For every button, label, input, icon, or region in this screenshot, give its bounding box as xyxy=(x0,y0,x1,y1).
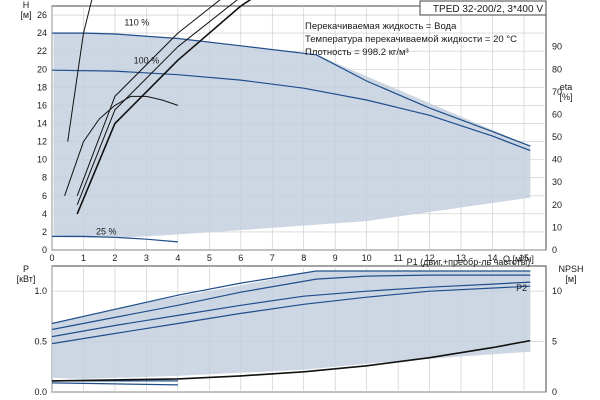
y-tick-label: 6 xyxy=(42,191,47,201)
x-tick-label: 5 xyxy=(207,253,212,263)
y-tick-label: 22 xyxy=(37,46,47,56)
y2-tick-label: 0 xyxy=(552,245,557,255)
y-tick-label: 0 xyxy=(42,245,47,255)
y-tick-label: 20 xyxy=(37,64,47,74)
series-line-6 xyxy=(76,0,221,196)
series-line-p2 xyxy=(51,281,531,338)
x-tick-label: 0 xyxy=(49,253,54,263)
y-tick-label: 10 xyxy=(37,155,47,165)
x-tick-label: 4 xyxy=(175,253,180,263)
x-tick-label: 2 xyxy=(112,253,117,263)
x-tick-label: 7 xyxy=(270,253,275,263)
series-label-25: 25 % xyxy=(96,226,117,236)
y2-tick-label: 5 xyxy=(552,337,557,347)
series-line-4 xyxy=(51,285,531,345)
y-tick-label: 8 xyxy=(42,173,47,183)
annotation-temperature: Температура перекачиваемой жидкости = 20… xyxy=(305,34,517,45)
x-tick-label: 1 xyxy=(81,253,86,263)
y2-tick-label: 80 xyxy=(552,64,562,74)
y-tick-label: 16 xyxy=(37,100,47,110)
y-tick-label: 4 xyxy=(42,209,47,219)
y-tick-label: 0.0 xyxy=(34,387,47,397)
annotation-fluid: Перекачиваемая жидкость = Вода xyxy=(305,21,457,32)
y-tick-label: 12 xyxy=(37,137,47,147)
x-tick-label: 13 xyxy=(456,253,466,263)
y-tick-label: 18 xyxy=(37,82,47,92)
series-line-4 xyxy=(67,0,93,142)
y-tick-label: 1.0 xyxy=(34,286,47,296)
y2-tick-label: 40 xyxy=(552,155,562,165)
y2-tick-label: 0 xyxy=(552,387,557,397)
y-tick-label: 0.5 xyxy=(34,337,47,347)
head-efficiency-panel: 110 %100 %25 % 0 1 2 3 4 5 6 7 8 9 10 11 12 13 14 15024… xyxy=(20,0,573,264)
series-line-7 xyxy=(76,0,238,205)
chart-title: TPED 32-200/2, 3*400 V xyxy=(433,4,543,15)
y2-tick-label: 30 xyxy=(552,177,562,187)
x-tick-label: 3 xyxy=(144,253,149,263)
series-line-100 xyxy=(51,69,531,152)
series-line-p1-двиг-преобр-ль-частоты xyxy=(51,270,531,325)
annotation-density: Плотность = 998.2 кг/м³ xyxy=(305,47,409,58)
series-line-2 xyxy=(51,274,531,331)
x-tick-label: 14 xyxy=(488,253,498,263)
x-tick-label: 12 xyxy=(425,253,435,263)
npsh-axis-label: NPSH [м] xyxy=(558,264,583,284)
series-line-5 xyxy=(64,95,179,196)
y2-tick-label: 60 xyxy=(552,109,562,119)
y2-tick-label: 90 xyxy=(552,42,562,52)
top-tick-labels: 0 1 2 3 4 5 6 7 8 9 10 11 12 13 14 15024681012141618202… xyxy=(37,10,562,263)
y2-tick-label: 10 xyxy=(552,286,562,296)
y2-tick-label: 50 xyxy=(552,132,562,142)
bottom-operating-region xyxy=(52,271,531,379)
series-line-6 xyxy=(51,382,178,386)
title-box xyxy=(419,0,547,16)
series-line-110 xyxy=(52,32,531,147)
y-tick-label: 2 xyxy=(42,227,47,237)
x-tick-label: 11 xyxy=(393,253,402,263)
series-line-7 xyxy=(51,339,531,382)
power-npsh-panel: P1 (двиг.+преобр-ль частоты) P2 0.0 0.5 1.0… xyxy=(17,257,584,397)
y2-tick-label: 20 xyxy=(552,200,562,210)
power-axis-label: P [кВт] xyxy=(17,264,36,284)
top-series-group: 110 % 100 % 25 % xyxy=(51,0,531,243)
x-tick-label: 15 xyxy=(519,253,529,263)
y-tick-label: 24 xyxy=(37,28,47,38)
head-axis-label: H [м] xyxy=(20,0,31,20)
bottom-series-group: P1 (двиг.+преобр-ль частоты) P2 xyxy=(51,257,531,386)
y-tick-label: 26 xyxy=(37,10,47,20)
bottom-tick-labels: 0.0 0.5 1.0 0 5 10 xyxy=(34,286,562,397)
x-tick-label: 9 xyxy=(333,253,338,263)
series-label-100: 100 % xyxy=(134,56,160,66)
y2-tick-label: 70 xyxy=(552,87,562,97)
y-tick-label: 14 xyxy=(37,118,47,128)
series-line-25 xyxy=(52,235,178,243)
flow-axis-label: Q [м³/ч] xyxy=(503,254,534,264)
series-line-8 xyxy=(76,0,252,215)
series-label-p2: P2 xyxy=(516,283,527,293)
series-label-110: 110 % xyxy=(124,18,149,28)
x-tick-label: 10 xyxy=(362,253,372,263)
efficiency-axis-label: eta [%] xyxy=(559,82,572,102)
x-tick-label: 6 xyxy=(238,253,243,263)
series-label-p1-двиг-преобр-ль-частоты: P1 (двиг.+преобр-ль частоты) xyxy=(407,257,531,267)
y2-tick-label: 10 xyxy=(552,222,562,232)
top-operating-region xyxy=(53,32,531,238)
x-tick-label: 8 xyxy=(301,253,306,263)
